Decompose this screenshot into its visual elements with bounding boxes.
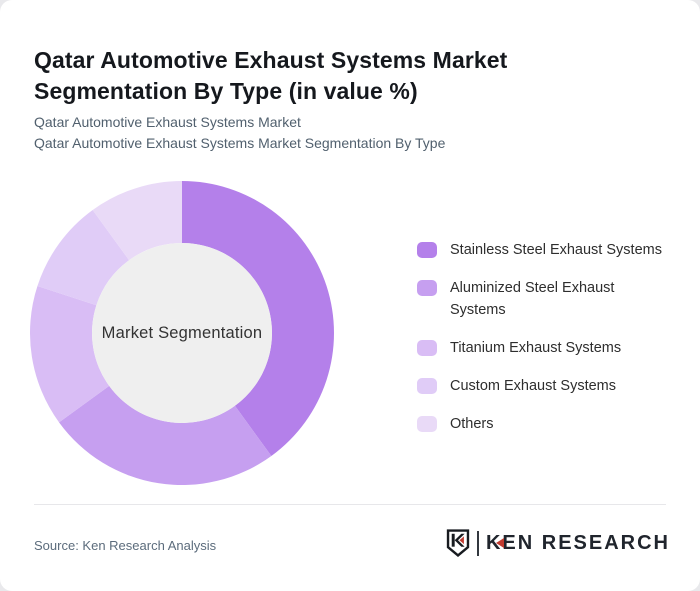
donut-hole [92,243,272,423]
subtitle: Qatar Automotive Exhaust Systems Market … [34,112,445,154]
legend-swatch [417,340,437,356]
legend-swatch [417,416,437,432]
legend-label: Others [450,416,494,432]
legend-item: Aluminized Steel Exhaust Systems [417,277,669,321]
donut-segment [59,385,272,485]
donut-chart: Market Segmentation [30,181,334,485]
logo-k-letter: K [485,531,505,554]
logo-red-triangle-icon [496,538,505,548]
donut-segment [37,210,130,306]
logo-wordmark: K EN RESEARCH [486,532,670,555]
source-note: Source: Ken Research Analysis [34,538,217,553]
legend-item: Custom Exhaust Systems [417,375,669,397]
ken-research-logo: K EN RESEARCH [446,527,670,559]
chart-legend: Stainless Steel Exhaust Systems Aluminize… [417,239,669,435]
legend-label: Custom Exhaust Systems [450,378,616,394]
page-title: Qatar Automotive Exhaust Systems Market … [34,47,508,105]
legend-item: Others [417,413,669,435]
donut-segment [182,181,334,456]
legend-label: Titanium Exhaust Systems [450,340,622,356]
logo-divider-bar [476,530,479,556]
donut-svg [30,181,334,485]
legend-label: Stainless Steel Exhaust Systems [450,242,662,258]
subtitle-line-1: Qatar Automotive Exhaust Systems Market [34,114,301,130]
logo-wordmark-rest: EN RESEARCH [502,531,670,554]
donut-segment [30,286,110,423]
logo-shield-icon [446,529,470,557]
footer-divider [34,504,666,505]
legend-item: Titanium Exhaust Systems [417,337,669,359]
donut-segment [92,181,182,261]
legend-label: Aluminized Steel Exhaust Systems [450,280,615,318]
legend-swatch [417,378,437,394]
subtitle-line-2: Qatar Automotive Exhaust Systems Market … [34,135,446,151]
legend-item: Stainless Steel Exhaust Systems [417,239,669,261]
legend-swatch [417,242,437,258]
legend-swatch [417,280,437,296]
